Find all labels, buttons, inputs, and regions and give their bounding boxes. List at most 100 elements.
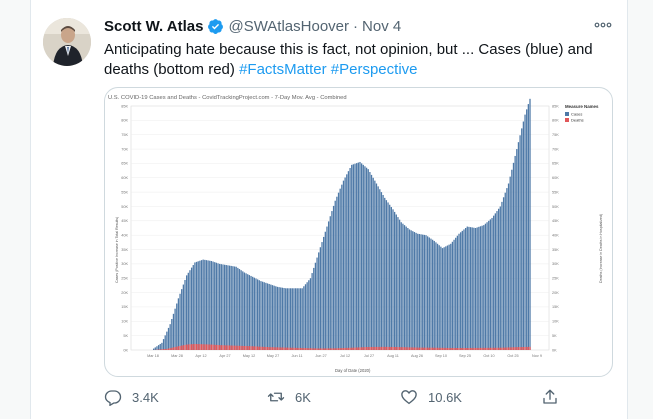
bar-cases [501, 201, 503, 350]
bar-cases [473, 227, 475, 350]
bar-deaths [339, 348, 341, 350]
y-tick-label: 45K [121, 219, 128, 223]
bar-deaths [291, 347, 293, 350]
y2-tick-label: 10K [552, 320, 559, 324]
author-handle[interactable]: @SWAtlasHoover [228, 17, 350, 35]
bar-cases [362, 164, 364, 350]
bar-deaths [324, 348, 326, 350]
bar-deaths [337, 348, 340, 350]
share-button[interactable] [541, 386, 569, 408]
more-icon[interactable] [593, 17, 613, 33]
x-tick-label: Apr 12 [195, 354, 206, 358]
bar-cases [164, 335, 166, 350]
y2-tick-label: 5K [552, 334, 557, 338]
y-tick-label: 85K [121, 104, 128, 108]
bar-deaths [162, 349, 165, 350]
bar-deaths [327, 348, 330, 350]
bar-cases [228, 265, 231, 350]
reply-button[interactable]: 3.4K [104, 386, 159, 408]
retweet-button[interactable]: 6K [267, 386, 311, 408]
bar-deaths [212, 344, 214, 350]
bar-cases [255, 278, 257, 350]
bar-deaths [397, 347, 399, 350]
hashtag-perspective[interactable]: #Perspective [330, 61, 418, 78]
x-tick-label: Jul 27 [364, 354, 374, 358]
bar-deaths [526, 346, 528, 350]
bar-cases [451, 241, 454, 350]
bar-deaths [260, 346, 262, 350]
bar-deaths [488, 347, 490, 350]
bar-cases [344, 177, 346, 350]
chart-title: U.S. COVID-19 Cases and Deaths - CovidTr… [108, 95, 347, 101]
bar-deaths [431, 347, 434, 350]
bar-deaths [407, 347, 409, 350]
bar-deaths [506, 347, 508, 350]
bar-cases [250, 275, 252, 350]
bar-cases [382, 194, 384, 350]
bar-deaths [417, 347, 419, 350]
tweet-date[interactable]: Nov 4 [362, 17, 402, 35]
legend-entry-deaths: Deaths [571, 118, 584, 123]
y-tick-label: 25K [121, 277, 128, 281]
bar-cases [332, 205, 335, 350]
bar-cases [265, 282, 267, 350]
bar-deaths [268, 347, 270, 350]
bar-deaths [222, 345, 224, 350]
bar-deaths [161, 349, 163, 350]
bar-cases [392, 209, 394, 350]
y-tick-label: 15K [121, 305, 128, 309]
bar-deaths [258, 346, 260, 350]
bar-cases [214, 262, 216, 350]
y2-tick-label: 55K [552, 190, 559, 194]
bar-cases [497, 208, 500, 350]
bar-deaths [489, 347, 492, 350]
bar-cases [195, 261, 198, 350]
bar-deaths [255, 346, 257, 350]
x-tick-label: Jun 11 [291, 354, 302, 358]
bar-cases [420, 234, 422, 350]
bar-deaths [499, 347, 501, 350]
bar-deaths [247, 346, 249, 350]
bar-cases [455, 237, 457, 350]
bar-deaths [334, 348, 336, 350]
tweet-actions: 3.4K 6K 10.6K [104, 386, 574, 408]
bar-deaths [494, 347, 496, 350]
bar-cases [374, 180, 376, 350]
bar-deaths [461, 347, 463, 350]
bar-cases [319, 247, 322, 350]
bar-cases [169, 324, 171, 350]
hashtag-factsmatter[interactable]: #FactsMatter [239, 61, 327, 78]
bar-cases [286, 288, 289, 350]
bar-deaths [308, 348, 310, 350]
bar-cases [281, 287, 284, 350]
y-tick-label: 5K [123, 334, 128, 338]
bar-cases [456, 235, 459, 350]
bar-deaths [303, 348, 305, 350]
bar-deaths [516, 347, 518, 350]
bar-cases [290, 288, 292, 350]
bar-cases [393, 211, 396, 350]
bar-deaths [219, 345, 221, 350]
bar-cases [197, 261, 199, 350]
tweet-card[interactable]: Scott W. Atlas @SWAtlasHoover · Nov 4 An… [30, 0, 628, 419]
like-button[interactable]: 10.6K [400, 386, 462, 408]
bar-deaths [385, 346, 388, 350]
bar-deaths [177, 346, 180, 350]
reply-count: 3.4K [132, 389, 159, 405]
bar-cases [360, 163, 363, 350]
bar-deaths [275, 347, 277, 350]
bar-cases [266, 283, 269, 350]
bar-deaths [209, 344, 211, 350]
bar-deaths [420, 347, 422, 350]
bar-deaths [210, 344, 213, 350]
bar-deaths [197, 344, 199, 350]
bar-cases [400, 222, 402, 350]
bar-deaths [435, 347, 437, 350]
avatar[interactable] [43, 18, 91, 66]
bar-deaths [318, 348, 320, 350]
bar-deaths [370, 346, 373, 350]
media-image-chart[interactable]: U.S. COVID-19 Cases and Deaths - CovidTr… [104, 87, 613, 377]
author-name[interactable]: Scott W. Atlas [104, 17, 204, 35]
bar-cases [210, 261, 213, 350]
bar-cases [240, 270, 242, 350]
